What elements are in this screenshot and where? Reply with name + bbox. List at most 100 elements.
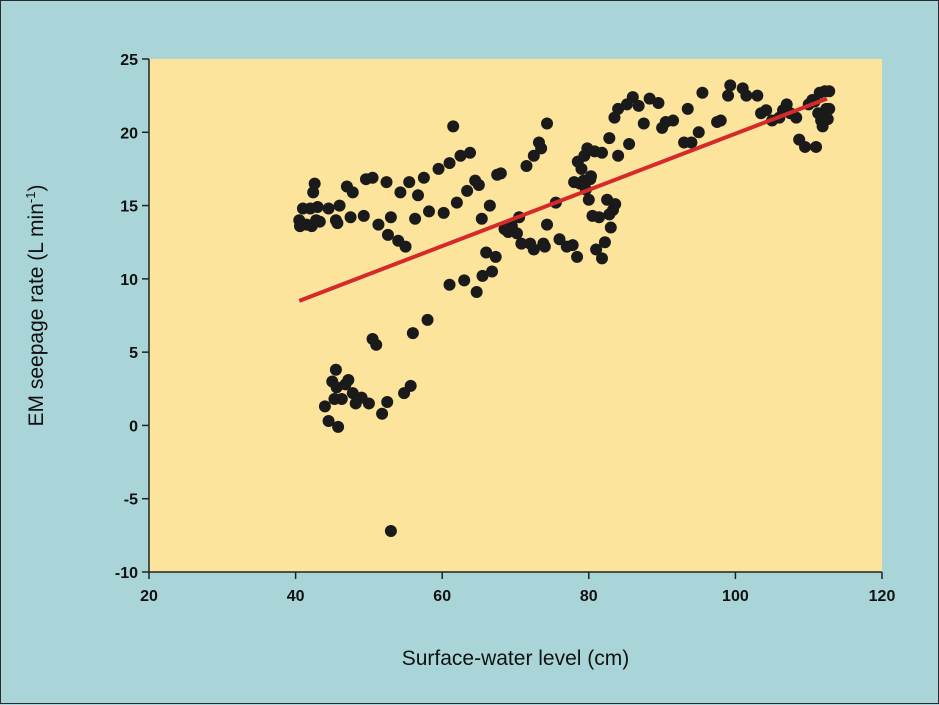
data-point — [311, 201, 324, 214]
data-point — [575, 162, 588, 175]
data-point — [692, 126, 705, 139]
data-point — [380, 176, 393, 189]
y-tick-label: -5 — [124, 492, 138, 509]
data-point — [384, 211, 397, 224]
data-point — [566, 239, 579, 252]
data-point — [432, 162, 445, 175]
data-point — [403, 176, 416, 189]
data-point — [537, 237, 550, 250]
x-tick-label: 100 — [722, 588, 749, 605]
data-point — [603, 132, 616, 145]
y-axis-title-superscript: -1 — [23, 192, 38, 204]
data-point — [480, 246, 493, 259]
data-point — [472, 179, 485, 192]
data-point — [458, 274, 471, 287]
data-point — [790, 111, 803, 124]
data-point — [535, 142, 548, 155]
data-point — [423, 205, 436, 218]
y-tick-label: 0 — [129, 418, 138, 435]
data-point — [609, 198, 622, 211]
data-point — [362, 397, 375, 410]
data-point — [810, 140, 823, 153]
data-point — [450, 196, 463, 209]
data-point — [443, 157, 456, 170]
data-point — [724, 79, 737, 92]
data-point — [637, 117, 650, 130]
data-point — [553, 233, 566, 246]
y-axis-title-end: ) — [25, 185, 48, 192]
data-point — [475, 212, 488, 225]
y-tick-label: -10 — [115, 565, 138, 582]
data-point — [722, 89, 735, 102]
data-point — [740, 89, 753, 102]
data-point — [332, 420, 345, 433]
data-point — [335, 393, 348, 406]
data-point — [612, 149, 625, 162]
data-point — [464, 146, 477, 159]
data-point — [623, 138, 636, 151]
data-point — [593, 211, 606, 224]
data-point — [331, 217, 344, 230]
y-tick-labels: 25 20 15 10 5 0 -5 -10 — [115, 52, 138, 582]
x-tick-label: 120 — [869, 588, 896, 605]
data-point — [308, 177, 321, 190]
data-point — [751, 89, 764, 102]
data-point — [381, 395, 394, 408]
y-axis-title-main: EM seepage rate (L min — [25, 203, 48, 426]
data-point — [447, 120, 460, 133]
data-points — [293, 79, 836, 537]
data-point — [344, 211, 357, 224]
trend-line — [298, 96, 828, 303]
y-tick-label: 5 — [129, 345, 138, 362]
x-tick-labels: 20 40 60 80 100 120 — [140, 588, 895, 605]
data-point — [571, 250, 584, 263]
data-point — [527, 243, 540, 256]
data-point — [409, 212, 422, 225]
data-point — [346, 186, 359, 199]
data-point — [491, 168, 504, 181]
data-point — [322, 202, 335, 215]
data-point — [417, 171, 430, 184]
data-point — [461, 184, 474, 197]
data-point — [685, 136, 698, 149]
data-point — [437, 206, 450, 219]
data-point — [329, 363, 342, 376]
data-point — [376, 407, 389, 420]
data-point — [595, 252, 608, 265]
data-point — [812, 107, 825, 120]
data-point — [342, 373, 355, 386]
data-point — [366, 171, 379, 184]
data-point — [652, 96, 665, 109]
data-point — [604, 221, 617, 234]
data-point — [626, 91, 639, 104]
data-point — [821, 113, 834, 126]
data-point — [454, 149, 467, 162]
data-point — [443, 278, 456, 291]
data-point — [489, 250, 502, 263]
y-tick-label: 20 — [120, 125, 138, 142]
data-point — [421, 313, 434, 326]
x-tick-label: 20 — [140, 588, 158, 605]
y-tick-label: 25 — [120, 52, 138, 69]
data-point — [394, 186, 407, 199]
data-point — [520, 159, 533, 172]
data-point — [584, 170, 597, 183]
data-point — [696, 86, 709, 99]
x-axis-title: Surface-water level (cm) — [402, 647, 630, 670]
data-point — [760, 104, 773, 117]
data-point — [799, 140, 812, 153]
data-point — [322, 415, 335, 428]
data-point — [632, 99, 645, 112]
data-point — [681, 102, 694, 115]
data-point — [823, 102, 836, 115]
data-point — [412, 189, 425, 202]
data-point — [483, 199, 496, 212]
data-point — [372, 218, 385, 231]
data-point — [381, 228, 394, 241]
x-tick-label: 60 — [433, 588, 451, 605]
y-tick-label: 15 — [120, 199, 138, 216]
data-point — [318, 400, 331, 413]
data-point — [714, 114, 727, 127]
